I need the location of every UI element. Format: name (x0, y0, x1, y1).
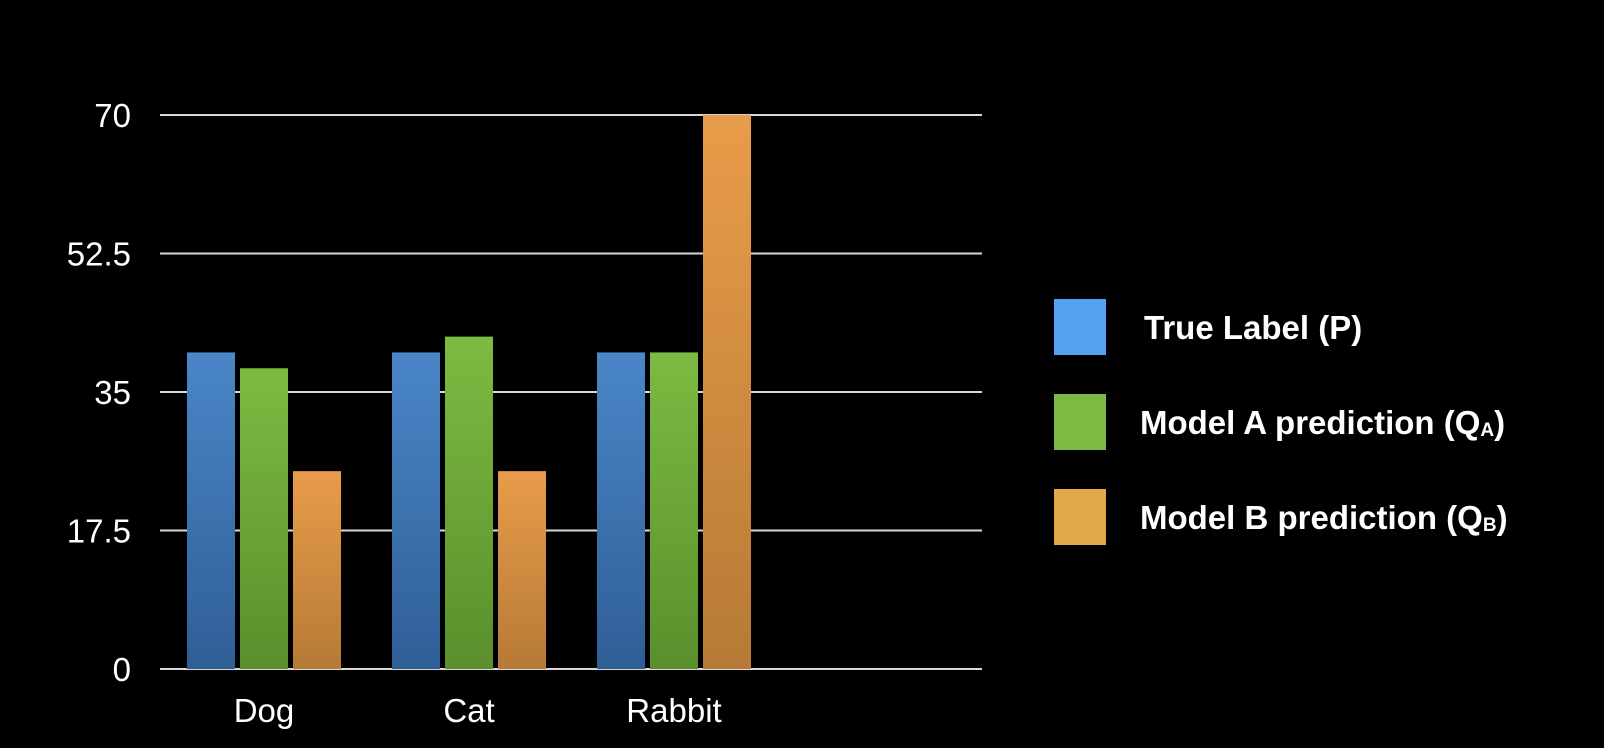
legend-swatch-true-label (1054, 299, 1106, 355)
y-axis-tick-labels: 0 17.5 35 52.5 70 (67, 97, 131, 688)
x-tick-label-cat: Cat (443, 692, 494, 729)
bars (187, 115, 751, 669)
bar-cat-series-3 (498, 471, 546, 669)
bar-dog-series-3 (293, 471, 341, 669)
bar-cat-series-2 (445, 336, 493, 669)
bar-rabbit-series-1 (597, 352, 645, 669)
bar-dog-series-1 (187, 352, 235, 669)
bar-dog-series-2 (240, 368, 288, 669)
legend-label-model-a: Model A prediction (QA) (1140, 404, 1506, 441)
legend-swatch-model-b (1054, 489, 1106, 545)
bar-rabbit-series-3 (703, 115, 751, 669)
legend-label-model-b: Model B prediction (QB) (1140, 499, 1508, 536)
x-tick-label-rabbit: Rabbit (626, 692, 721, 729)
legend-swatch-model-a (1054, 394, 1106, 450)
y-tick-label: 0 (113, 651, 131, 688)
legend-label-true-label: True Label (P) (1144, 309, 1363, 346)
bar-cat-series-1 (392, 352, 440, 669)
y-tick-label: 35 (94, 374, 131, 411)
bar-rabbit-series-2 (650, 352, 698, 669)
legend-item-model-a: Model A prediction (QA) (1054, 394, 1574, 450)
x-axis-tick-labels: Dog Cat Rabbit (234, 692, 722, 729)
legend-item-true-label: True Label (P) (1054, 299, 1574, 355)
y-tick-label: 70 (94, 97, 131, 134)
legend-item-model-b: Model B prediction (QB) (1054, 489, 1574, 545)
x-tick-label-dog: Dog (234, 692, 295, 729)
y-tick-label: 52.5 (67, 236, 131, 273)
y-tick-label: 17.5 (67, 513, 131, 550)
